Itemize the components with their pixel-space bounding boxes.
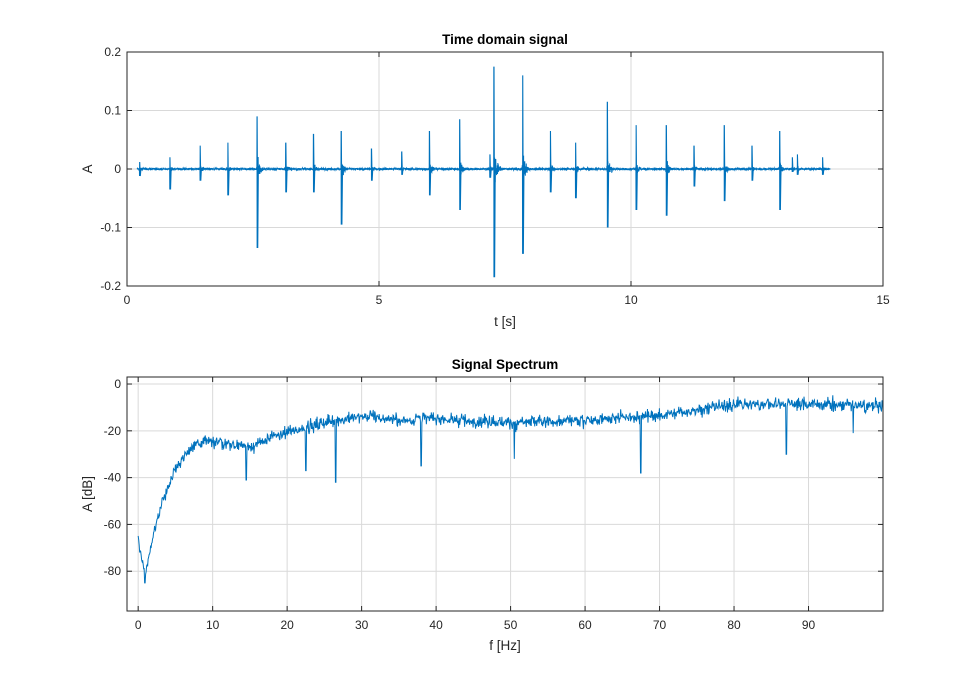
spectrum-x-tick-label: 80: [727, 618, 741, 632]
time-chart-title: Time domain signal: [442, 32, 568, 47]
spectrum-x-tick-label: 0: [135, 618, 142, 632]
spectrum-y-axis-label: A [dB]: [80, 476, 95, 512]
time-y-tick-label: -0.1: [100, 221, 121, 235]
spectrum-axes-frame: [126, 376, 884, 612]
time-y-ticks: -0.2 -0.1 0 0.1 0.2: [100, 45, 121, 293]
time-y-tick-label: -0.2: [100, 279, 121, 293]
time-y-tick-label: 0.2: [104, 45, 121, 59]
time-x-tick-label: 0: [124, 293, 131, 307]
spectrum-axes-background: [126, 376, 884, 612]
spectrum-x-tick-label: 60: [578, 618, 592, 632]
spectrum-x-tick-label: 90: [802, 618, 816, 632]
spectrum-line: [137, 395, 883, 584]
spectrum-y-tick-label: -60: [104, 517, 122, 531]
spectrum-y-tick-label: -20: [104, 424, 122, 438]
time-y-tick-label: 0.1: [104, 104, 121, 118]
spectrum-y-ticks: -80 -60 -40 -20 0: [104, 377, 122, 578]
time-x-axis-label: t [s]: [494, 314, 516, 329]
time-domain-axes: 0 5 10 15 -0.2 -0.1 0 0.1 0.2 Time domain signa…: [80, 32, 890, 329]
time-x-tick-label: 10: [624, 293, 638, 307]
spectrum-x-tick-label: 10: [206, 618, 220, 632]
time-tick-marks: [126, 51, 884, 287]
spectrum-x-tick-label: 40: [429, 618, 443, 632]
spectrum-x-tick-label: 30: [355, 618, 369, 632]
spectrum-y-tick-label: -40: [104, 471, 122, 485]
time-signal-line: [136, 66, 831, 278]
time-x-ticks: 0 5 10 15: [124, 293, 890, 307]
spectrum-axes: 0 10 20 30 40 50 60 70 80 90 -80 -60 -40 -20 0 Signal…: [80, 357, 884, 653]
time-x-tick-label: 15: [876, 293, 890, 307]
spectrum-x-ticks: 0 10 20 30 40 50 60 70 80 90: [135, 618, 816, 632]
time-y-tick-label: 0: [114, 162, 121, 176]
spectrum-x-tick-label: 20: [280, 618, 294, 632]
time-y-axis-label: A: [80, 164, 95, 173]
time-x-tick-label: 5: [376, 293, 383, 307]
spectrum-x-tick-label: 70: [653, 618, 667, 632]
spectrum-x-axis-label: f [Hz]: [489, 638, 521, 653]
spectrum-tick-marks: [127, 377, 883, 611]
spectrum-chart-title: Signal Spectrum: [452, 357, 559, 372]
spectrum-y-tick-label: -80: [104, 564, 122, 578]
spectrum-y-tick-label: 0: [114, 377, 121, 391]
spectrum-x-tick-label: 50: [504, 618, 518, 632]
